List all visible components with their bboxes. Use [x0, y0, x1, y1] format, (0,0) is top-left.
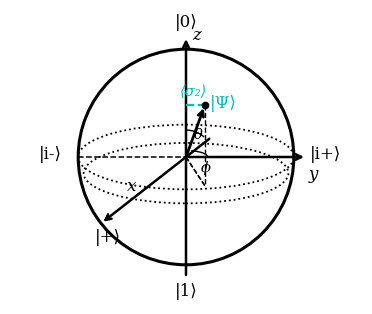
- Text: ⟨σ₂⟩: ⟨σ₂⟩: [180, 85, 208, 99]
- Text: ϕ: ϕ: [201, 161, 211, 175]
- Text: |i-⟩: |i-⟩: [39, 146, 62, 163]
- Text: |1⟩: |1⟩: [174, 283, 198, 300]
- Text: |+⟩: |+⟩: [95, 229, 121, 246]
- Text: x: x: [127, 178, 137, 195]
- Text: |i+⟩: |i+⟩: [310, 146, 341, 163]
- Text: y: y: [309, 165, 318, 183]
- Text: |0⟩: |0⟩: [174, 14, 198, 31]
- Text: z: z: [192, 27, 201, 44]
- Text: θ: θ: [193, 128, 202, 143]
- Text: |Ψ⟩: |Ψ⟩: [210, 95, 237, 112]
